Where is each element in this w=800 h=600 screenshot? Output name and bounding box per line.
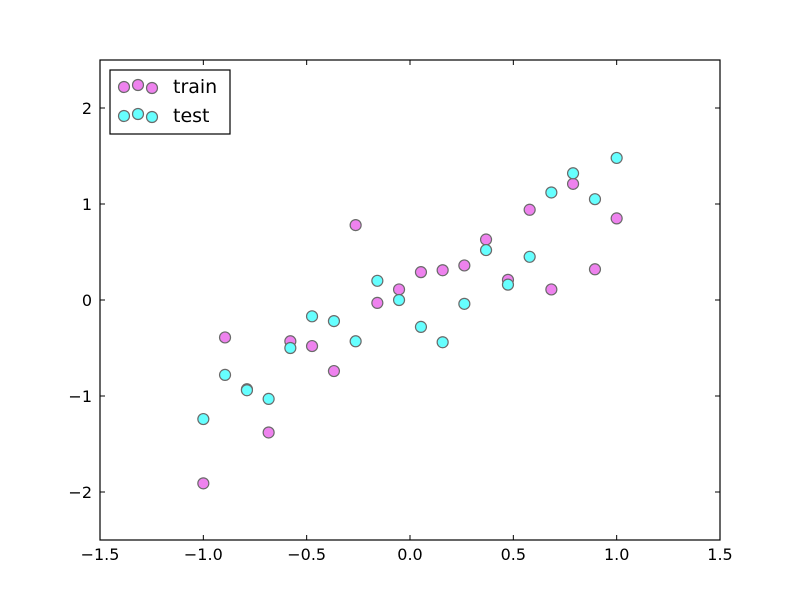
data-points: [197, 151, 623, 490]
test-point: [458, 297, 471, 310]
x-tick-label: −1.0: [184, 545, 223, 564]
legend-box: [109, 69, 231, 135]
x-tick-label: 1.5: [707, 545, 732, 564]
legend-label-test: test: [173, 105, 210, 127]
train-point: [392, 283, 406, 296]
train-point: [262, 426, 275, 439]
y-tick-label: −2: [68, 483, 92, 502]
train-point: [349, 219, 362, 232]
test-point: [479, 243, 493, 257]
test-point: [197, 412, 210, 426]
train-point: [610, 212, 623, 225]
train-point: [414, 266, 428, 279]
plot-frame: [99, 59, 721, 541]
train-point: [545, 283, 558, 296]
train-point: [523, 203, 536, 216]
test-point: [218, 368, 232, 381]
axis-ticks: −1.5 −1.0 −0.5 0.0 0.5 1.0 1.5 −2 −1 0 1 2: [68, 60, 733, 564]
legend-marker-train: [117, 80, 131, 94]
test-point: [240, 384, 254, 397]
test-point: [610, 151, 623, 165]
x-tick-label: 1.0: [604, 545, 629, 564]
x-tick-label: 0.5: [501, 545, 526, 564]
test-point: [327, 315, 341, 328]
legend-marker-test: [117, 109, 131, 123]
train-point: [371, 296, 384, 309]
test-point: [414, 320, 428, 333]
train-point: [588, 263, 602, 276]
test-point: [349, 335, 362, 348]
legend-marker-test: [145, 110, 159, 124]
legend-marker-train: [145, 81, 159, 95]
y-tick-label: 2: [82, 99, 92, 118]
legend-marker-test: [131, 107, 145, 121]
test-point: [371, 274, 384, 287]
x-tick-label: 0.0: [397, 545, 422, 564]
y-tick-label: 1: [82, 195, 92, 214]
x-tick-label: −0.5: [287, 545, 326, 564]
train-point: [218, 331, 232, 344]
legend-marker-train: [131, 78, 145, 92]
test-point: [588, 193, 602, 206]
train-point: [197, 477, 210, 490]
x-tick-label: −1.5: [81, 545, 120, 564]
test-point: [305, 310, 319, 323]
test-point: [566, 167, 580, 180]
test-point: [545, 186, 558, 199]
series-test: [197, 151, 623, 426]
train-point: [566, 177, 580, 190]
y-tick-label: 0: [82, 291, 92, 310]
train-point: [479, 233, 493, 246]
train-point: [305, 339, 319, 353]
legend-label-train: train: [173, 76, 217, 98]
train-point: [327, 364, 341, 378]
test-point: [523, 250, 536, 263]
test-point: [501, 278, 515, 291]
test-point: [284, 341, 297, 355]
plot-area: [100, 60, 720, 540]
train-point: [458, 259, 471, 272]
test-point: [262, 392, 275, 405]
legend: train test: [109, 69, 231, 135]
y-tick-label: −1: [68, 387, 92, 406]
train-point: [436, 264, 449, 277]
test-point: [392, 293, 406, 307]
test-point: [436, 336, 449, 349]
series-train: [197, 177, 623, 490]
